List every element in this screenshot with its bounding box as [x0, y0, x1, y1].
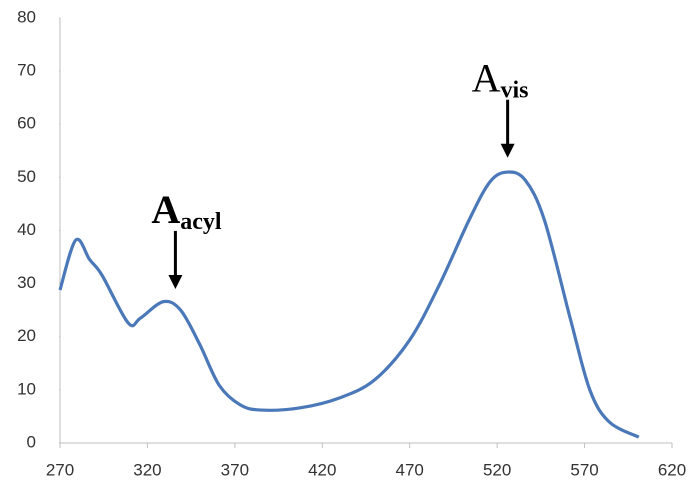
annotation: Avis: [472, 56, 529, 104]
y-tick-label: 30: [17, 273, 36, 292]
annotation-subscript: acyl: [180, 209, 222, 235]
y-tick-label: 40: [17, 220, 36, 239]
x-tick-label: 620: [658, 460, 686, 479]
y-tick-label: 70: [17, 61, 36, 80]
arrow-head: [168, 274, 183, 289]
x-tick-label: 520: [483, 460, 511, 479]
x-tick-label: 320: [133, 460, 161, 479]
x-tick-label: 270: [46, 460, 74, 479]
annotation-letter: A: [472, 56, 501, 101]
x-tick-label: 420: [308, 460, 336, 479]
y-tick-label: 20: [17, 326, 36, 345]
y-tick-label: 80: [17, 7, 36, 26]
y-tick-label: 60: [17, 114, 36, 133]
x-tick-label: 470: [396, 460, 424, 479]
x-tick-label: 570: [570, 460, 598, 479]
annotation-subscript: vis: [501, 78, 529, 104]
y-tick-label: 50: [17, 167, 36, 186]
data-line: [58, 170, 640, 439]
y-tick-label: 10: [17, 379, 36, 398]
x-tick-label: 370: [221, 460, 249, 479]
y-tick-label: 0: [27, 432, 36, 451]
annotation: Aacyl: [151, 187, 222, 235]
arrow-head: [500, 143, 515, 158]
annotation-letter: A: [151, 187, 180, 232]
